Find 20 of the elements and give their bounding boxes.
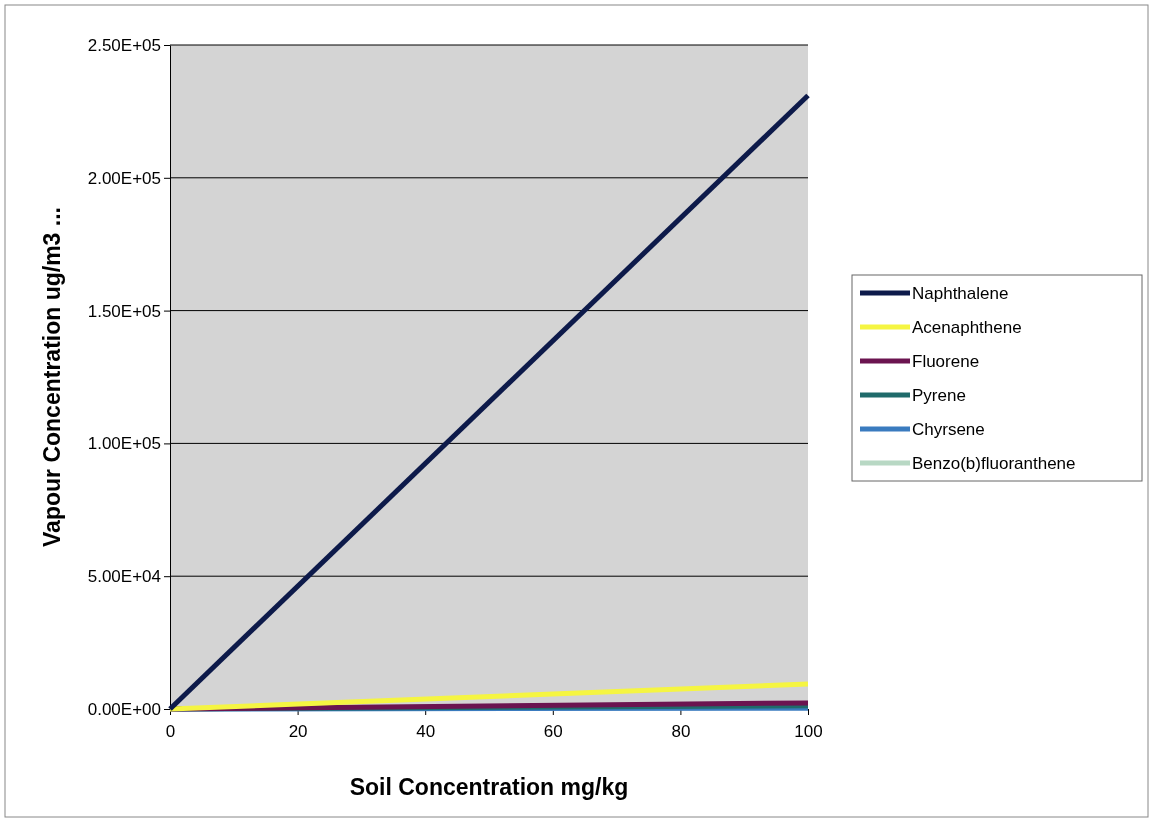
legend-label: Naphthalene: [912, 284, 1009, 303]
legend-label: Fluorene: [912, 352, 980, 371]
legend-label: Chyrsene: [912, 420, 985, 439]
y-tick-label: 2.50E+05: [87, 35, 161, 55]
legend-label: Benzo(b)fluoranthene: [912, 454, 1076, 473]
y-tick-label: 1.50E+05: [87, 301, 161, 321]
x-tick-label: 0: [165, 722, 176, 742]
y-tick-label: 0.00E+00: [87, 699, 161, 719]
x-tick-label: 100: [794, 722, 823, 742]
x-tick-label: 80: [671, 722, 691, 742]
x-tick-label: 20: [288, 722, 308, 742]
y-tick-label: 2.00E+05: [87, 168, 161, 188]
y-axis-title: Vapour Concentration ug/m3 ...: [39, 207, 65, 547]
x-axis-title: Soil Concentration mg/kg: [349, 774, 629, 800]
x-tick-label: 40: [416, 722, 436, 742]
legend-label: Pyrene: [912, 386, 966, 405]
x-tick-label: 60: [543, 722, 563, 742]
y-tick-label: 5.00E+04: [87, 567, 161, 587]
y-tick-label: 1.00E+05: [87, 434, 161, 454]
legend-label: Acenaphthene: [912, 318, 1022, 337]
